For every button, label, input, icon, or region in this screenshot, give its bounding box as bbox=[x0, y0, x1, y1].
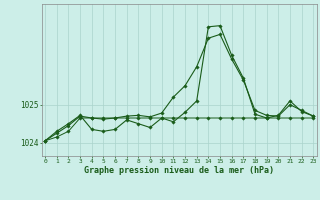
X-axis label: Graphe pression niveau de la mer (hPa): Graphe pression niveau de la mer (hPa) bbox=[84, 166, 274, 175]
